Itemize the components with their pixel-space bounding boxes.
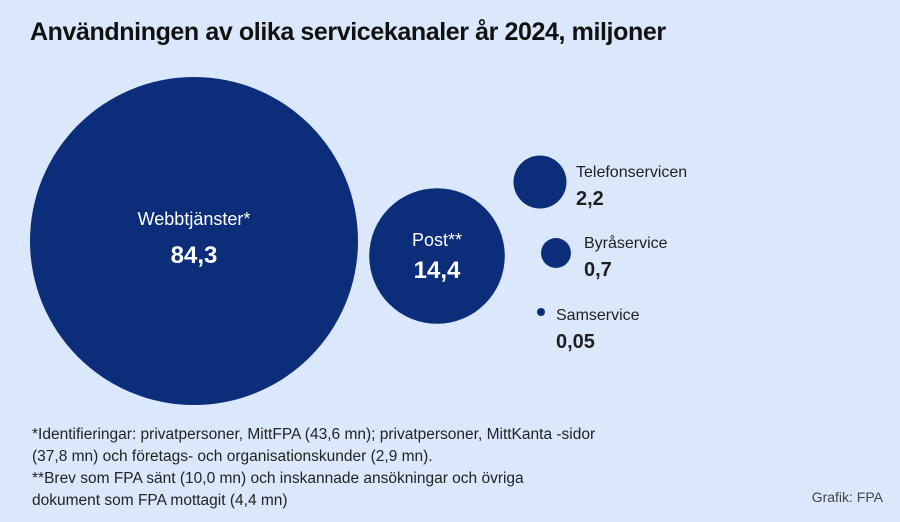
- bubble-value-post: 14,4: [414, 257, 461, 284]
- bubble-value-samservice: 0,05: [556, 331, 595, 353]
- footnote-line-2: (37,8 mn) och företags- och organisation…: [32, 448, 433, 465]
- bubble-post: [369, 188, 505, 324]
- footnote-line-3: **Brev som FPA sänt (10,0 mn) och inskan…: [32, 470, 524, 487]
- bubble-value-telefonservicen: 2,2: [576, 188, 604, 210]
- bubble-label-byraservice: Byråservice: [584, 234, 668, 252]
- footnotes: *Identifieringar: privatpersoner, MittFP…: [32, 424, 595, 512]
- bubble-byraservice: [541, 238, 571, 268]
- bubble-telefonservicen: [513, 155, 567, 209]
- bubble-samservice: [537, 308, 545, 316]
- bubble-label-webbtjanster: Webbtjänster*: [138, 209, 251, 229]
- bubble-label-post: Post**: [412, 230, 462, 250]
- bubble-chart: Webbtjänster* 84,3 Post** 14,4 Telefonservic…: [30, 77, 687, 405]
- bubble-label-samservice: Samservice: [556, 307, 640, 324]
- footnote-line-4: dokument som FPA mottagit (4,4 mn): [32, 492, 288, 509]
- bubble-value-byraservice: 0,7: [584, 259, 612, 281]
- bubble-value-webbtjanster: 84,3: [171, 242, 218, 269]
- graphic-credit: Grafik: FPA: [811, 489, 883, 505]
- bubble-label-telefonservicen: Telefonservicen: [576, 164, 687, 181]
- chart-title: Användningen av olika servicekanaler år …: [30, 18, 666, 46]
- footnote-line-1: *Identifieringar: privatpersoner, MittFP…: [32, 426, 596, 443]
- bubble-webbtjanster: [30, 77, 358, 405]
